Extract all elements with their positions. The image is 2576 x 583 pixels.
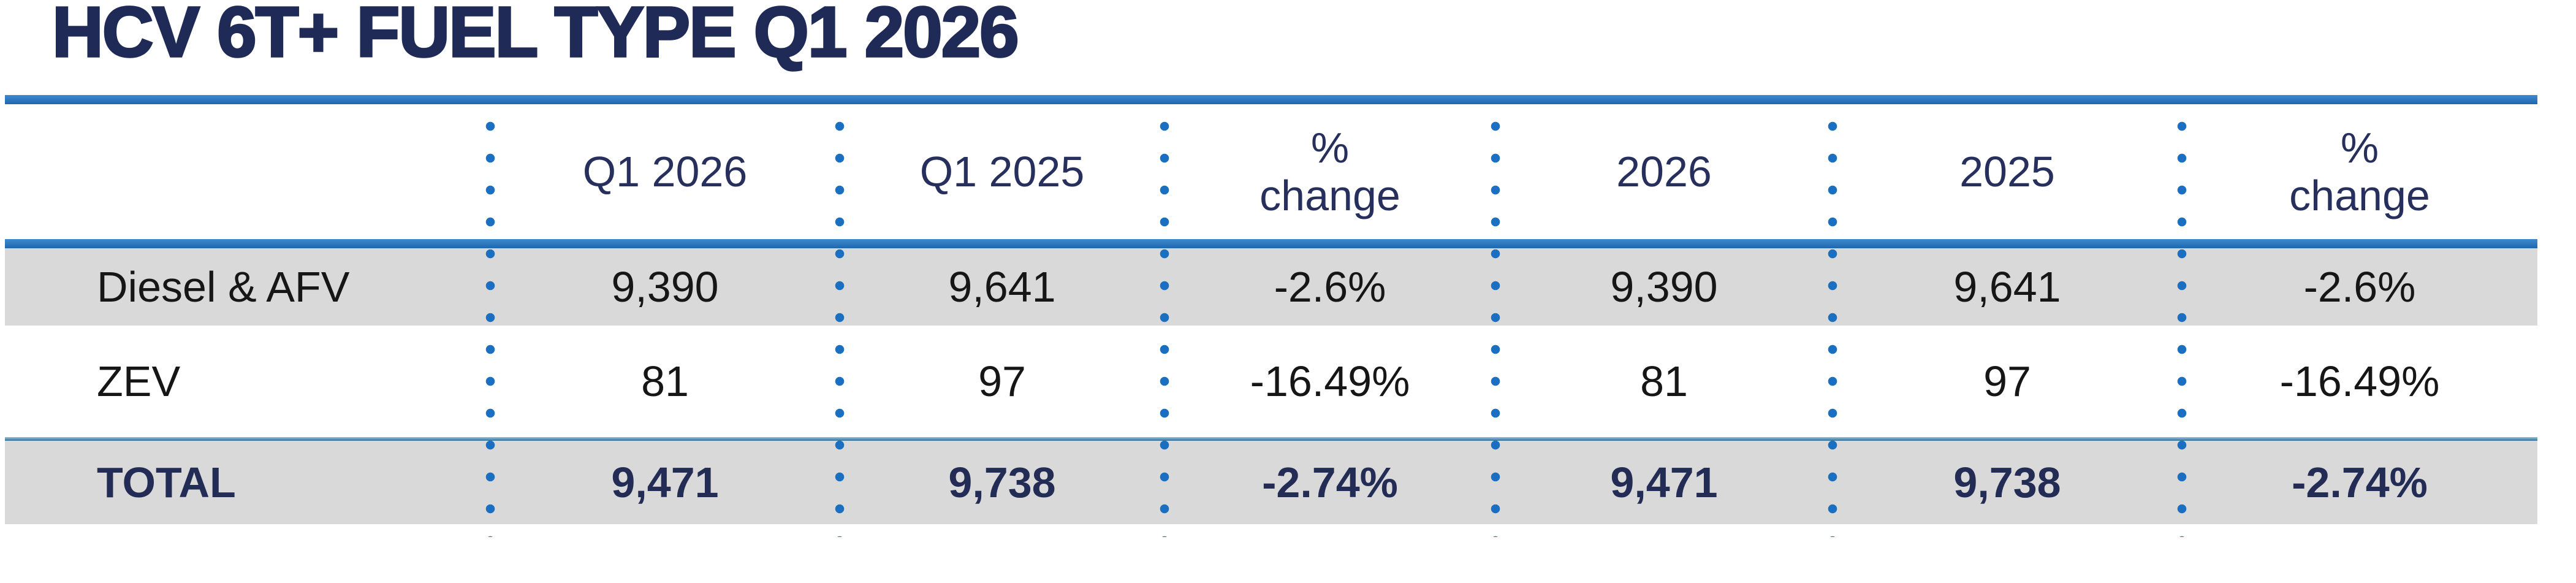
column-header-ytd-pct-change-label: % change	[2289, 123, 2430, 219]
cell-zev-q1-2025: 97	[978, 357, 1026, 405]
table-row-diesel-afv: Diesel & AFV 9,390 9,641 -2.6% 9,390 9,6…	[5, 248, 2537, 326]
cell-diesel-q1-2025: 9,641	[948, 262, 1056, 311]
column-header-2026: 2026	[1616, 147, 1712, 196]
cell-diesel-q1-2026: 9,390	[611, 262, 719, 311]
fuel-type-table: Q1 2026 Q1 2025 % change 2026 2025 % cha…	[5, 95, 2537, 524]
table-row-zev: ZEV 81 97 -16.49% 81 97 -16.49%	[5, 326, 2537, 437]
dotted-separator-5	[1828, 110, 1837, 537]
table-header-row: Q1 2026 Q1 2025 % change 2026 2025 % cha…	[5, 104, 2537, 239]
dotted-separator-3	[1160, 110, 1169, 537]
header-bottom-rule	[5, 239, 2537, 248]
cell-diesel-ytd-pct-change: -2.6%	[2303, 262, 2416, 311]
cell-zev-ytd-pct-change: -16.49%	[2279, 357, 2440, 405]
cell-zev-ytd-2026: 81	[1640, 357, 1688, 405]
cell-zev-q1-pct-change: -16.49%	[1250, 357, 1410, 405]
dotted-separator-2	[835, 110, 845, 537]
table-top-rule	[5, 95, 2537, 104]
column-header-q1-pct-change: % change	[1165, 124, 1495, 220]
cell-total-ytd-2026: 9,471	[1610, 458, 1718, 506]
column-header-q1-pct-change-label: % change	[1260, 123, 1400, 219]
cell-diesel-q1-pct-change: -2.6%	[1274, 262, 1386, 311]
cell-diesel-ytd-2026: 9,390	[1610, 262, 1718, 311]
cell-total-ytd-pct-change: -2.74%	[2292, 458, 2428, 506]
dotted-separator-4	[1491, 110, 1500, 537]
column-header-2025: 2025	[1959, 147, 2055, 196]
page-title: HCV 6T+ FUEL TYPE Q1 2026	[51, 0, 1020, 72]
column-header-q1-2026: Q1 2026	[582, 147, 748, 196]
column-header-q1-2025: Q1 2025	[919, 147, 1085, 196]
column-header-ytd-pct-change: % change	[2182, 124, 2537, 220]
table-row-total: TOTAL 9,471 9,738 -2.74% 9,471 9,738 -2.…	[5, 441, 2537, 524]
cell-total-ytd-2025: 9,738	[1953, 458, 2061, 506]
row-label-diesel-afv: Diesel & AFV	[97, 262, 350, 311]
cell-total-q1-2025: 9,738	[948, 458, 1056, 506]
dotted-separator-1	[485, 110, 495, 537]
row-label-total: TOTAL	[97, 458, 236, 506]
cell-total-q1-pct-change: -2.74%	[1262, 458, 1398, 506]
total-top-rule	[5, 437, 2537, 441]
cell-zev-q1-2026: 81	[641, 357, 689, 405]
cell-total-q1-2026: 9,471	[611, 458, 719, 506]
cell-diesel-ytd-2025: 9,641	[1953, 262, 2061, 311]
dotted-separator-6	[2177, 110, 2187, 537]
row-label-zev: ZEV	[97, 357, 181, 405]
cell-zev-ytd-2025: 97	[1983, 357, 2031, 405]
